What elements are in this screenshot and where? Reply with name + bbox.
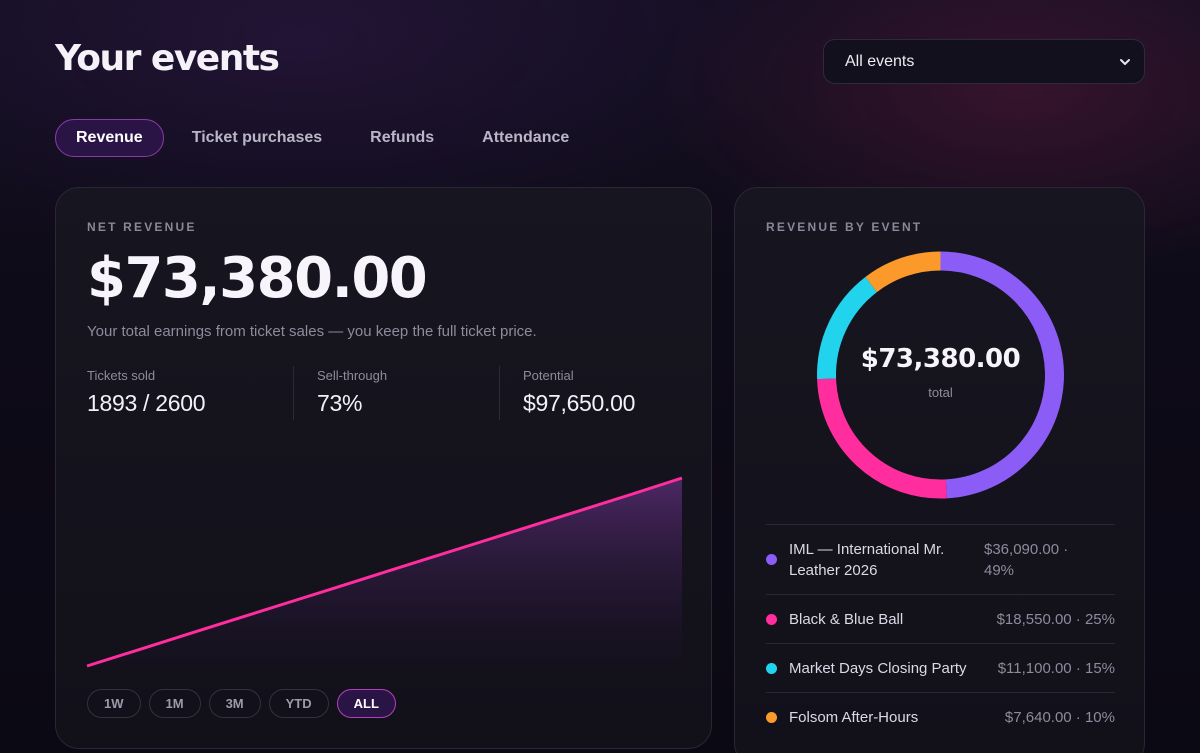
tab-bar: Revenue Ticket purchases Refunds Attenda… [55,119,597,157]
tab-attendance[interactable]: Attendance [482,129,570,146]
stat-value: 1893 / 2600 [87,390,206,416]
donut-slice [865,251,941,293]
legend-dot [766,613,777,625]
donut-total-label: total [928,385,953,400]
legend-dot [766,662,777,674]
net-revenue-eyebrow: NET REVENUE [87,220,197,234]
donut-slice [817,378,947,499]
range-1w-button[interactable]: 1W [87,689,141,718]
chevron-down-icon [1120,58,1130,65]
legend-event-amount: $11,100.00 · 15% [997,659,1115,677]
tab-refunds[interactable]: Refunds [370,129,435,146]
legend-event-name: Market Days Closing Party [789,659,967,677]
range-ytd-button[interactable]: YTD [268,689,329,718]
revenue-by-event-eyebrow: REVENUE BY EVENT [766,220,923,234]
net-revenue-description: Your total earnings from ticket sales — … [87,323,537,340]
event-filter-value: All events [845,52,915,70]
range-3m-button[interactable]: 3M [208,689,261,718]
tab-revenue[interactable]: Revenue [55,119,164,157]
page-title: Your events [55,38,280,79]
legend-event-amount: $36,090.00 · 49% [984,540,1069,579]
legend-dot [766,554,777,565]
revenue-stats: Tickets sold 1893 / 2600 Sell-through 73… [87,366,705,420]
legend-event-amount: $7,640.00 · 10% [1004,708,1115,726]
legend-event-name: IML — International Mr. Leather 2026 [789,540,945,579]
legend-item[interactable]: Folsom After-Hours $7,640.00 · 10% [766,692,1115,741]
event-filter-select[interactable]: All events [823,39,1145,84]
stat-potential: Potential $97,650.00 [499,366,705,420]
stat-tickets-sold: Tickets sold 1893 / 2600 [87,366,293,420]
legend-dot [766,711,777,723]
net-revenue-card: NET REVENUE $73,380.00 Your total earnin… [55,187,712,749]
revenue-area-chart [86,476,683,668]
range-selector: 1W 1M 3M YTD ALL [87,689,404,718]
tab-ticket-purchases[interactable]: Ticket purchases [191,129,323,146]
legend-event-name: Folsom After-Hours [789,708,919,726]
net-revenue-amount: $73,380.00 [87,246,428,311]
range-1m-button[interactable]: 1M [148,689,201,718]
donut-total-amount: $73,380.00 [860,344,1021,374]
legend-item[interactable]: Black & Blue Ball $18,550.00 · 25% [766,594,1115,643]
stat-label: Sell-through [317,368,388,383]
revenue-by-event-card: REVENUE BY EVENT $73,380.00 total IML — … [734,187,1145,753]
stat-label: Tickets sold [87,368,156,383]
stat-value: 73% [317,390,363,416]
event-legend: IML — International Mr. Leather 2026 $36… [766,524,1115,741]
range-all-button[interactable]: ALL [336,689,396,718]
revenue-donut-chart [817,251,1064,499]
stat-label: Potential [523,368,574,383]
donut-slice [940,251,1064,499]
legend-item[interactable]: IML — International Mr. Leather 2026 $36… [766,524,1115,594]
legend-event-name: Black & Blue Ball [789,610,904,628]
legend-item[interactable]: Market Days Closing Party $11,100.00 · 1… [766,643,1115,692]
revenue-line [86,476,683,668]
legend-event-amount: $18,550.00 · 25% [996,610,1115,628]
donut-slice [817,277,878,380]
stat-sell-through: Sell-through 73% [293,366,499,420]
stat-value: $97,650.00 [523,390,636,416]
